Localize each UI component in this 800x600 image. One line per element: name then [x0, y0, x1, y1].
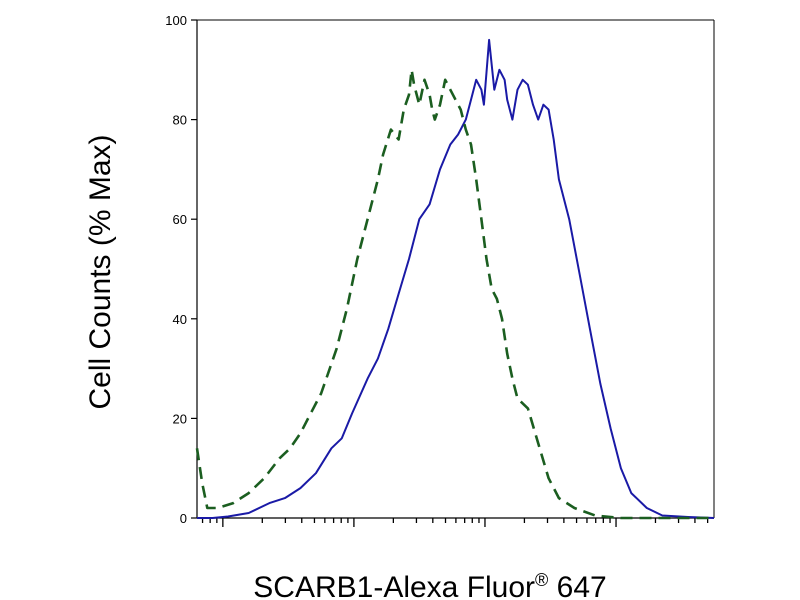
- y-tick-label: 20: [173, 411, 187, 426]
- x-axis-ticks: [201, 518, 709, 527]
- solid-histogram-line: [197, 38, 715, 519]
- x-axis-label: SCARB1-Alexa Fluor® 647: [253, 570, 606, 600]
- series-layer: [195, 38, 715, 520]
- dashed-histogram-line: [195, 68, 714, 520]
- y-tick-label: 80: [173, 113, 187, 128]
- y-tick-label: 40: [173, 312, 187, 327]
- x-axis-label-main: SCARB1-Alexa Fluor: [253, 571, 535, 600]
- y-tick-label: 60: [173, 212, 187, 227]
- y-tick-label: 100: [165, 13, 187, 28]
- y-axis-ticks: 0 20 40 60 80 100: [165, 13, 197, 526]
- plot-frame: [196, 19, 715, 519]
- y-axis-label: Cell Counts (% Max): [84, 134, 117, 409]
- y-tick-label: 0: [180, 511, 187, 526]
- x-axis-label-tail: 647: [548, 571, 606, 600]
- x-axis-label-registered-mark: ®: [535, 570, 548, 590]
